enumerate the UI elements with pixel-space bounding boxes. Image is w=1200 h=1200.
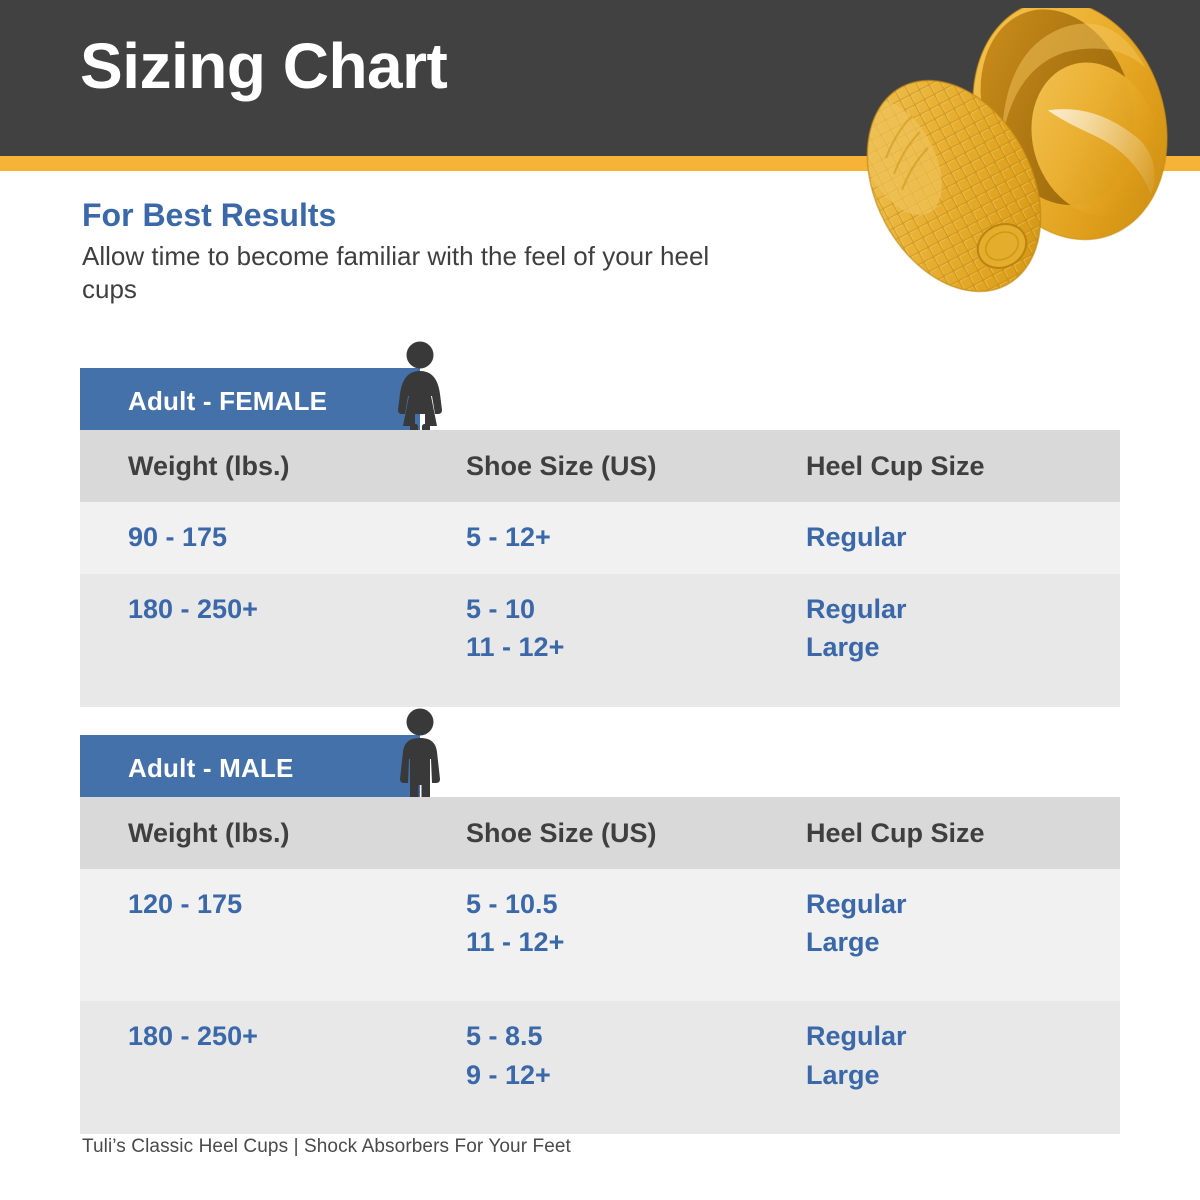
cell-shoe-size: 5 - 10 11 - 12+: [418, 574, 758, 707]
cell-shoe-size: 5 - 12+: [418, 501, 758, 575]
column-header-shoe-size: Shoe Size (US): [418, 797, 758, 869]
table-row: 180 - 250+ 5 - 10 11 - 12+ Regular Large: [80, 574, 1120, 707]
cell-line: 9 - 12+: [466, 1059, 551, 1090]
cell-line: 11 - 12+: [466, 927, 565, 958]
cell-line: 120 - 175: [128, 888, 243, 919]
cell-heel-cup-size: Regular Large: [758, 1001, 1120, 1134]
cell-weight: 90 - 175: [80, 501, 418, 575]
header-accent-stripe: [0, 156, 1200, 171]
column-header-heel-cup-size: Heel Cup Size: [758, 797, 1120, 869]
table-row: 120 - 175 5 - 10.5 11 - 12+ Regular Larg…: [80, 868, 1120, 1002]
cell-weight: 180 - 250+: [80, 1001, 418, 1134]
cell-line: Regular: [806, 1021, 907, 1052]
table-row: 90 - 175 5 - 12+ Regular: [80, 501, 1120, 575]
female-figure-icon: [388, 340, 452, 444]
cell-heel-cup-size: Regular Large: [758, 574, 1120, 707]
cell-line: 5 - 10.5: [466, 888, 558, 919]
table-row: 180 - 250+ 5 - 8.5 9 - 12+ Regular Large: [80, 1001, 1120, 1134]
column-header-weight: Weight (lbs.): [80, 430, 418, 502]
cell-line: Large: [806, 927, 880, 958]
cell-line: Regular: [806, 888, 907, 919]
cell-heel-cup-size: Regular Large: [758, 868, 1120, 1002]
column-header-weight: Weight (lbs.): [80, 797, 418, 869]
male-size-table: Weight (lbs.) Shoe Size (US) Heel Cup Si…: [80, 797, 1120, 1134]
intro-block: For Best Results Allow time to become fa…: [82, 197, 722, 306]
footer-note: Tuli’s Classic Heel Cups | Shock Absorbe…: [82, 1136, 571, 1157]
cell-line: 5 - 12+: [466, 521, 551, 552]
male-banner-label: Adult - MALE: [128, 753, 294, 783]
female-banner: [80, 368, 420, 430]
cell-heel-cup-size: Regular: [758, 501, 1120, 575]
cell-line: 90 - 175: [128, 521, 228, 552]
cell-line: 5 - 8.5: [466, 1021, 543, 1052]
table-header-row: Weight (lbs.) Shoe Size (US) Heel Cup Si…: [80, 430, 1120, 502]
cell-line: Regular: [806, 594, 907, 625]
cell-line: Large: [806, 1059, 880, 1090]
cell-line: 11 - 12+: [466, 632, 565, 663]
cell-line: Large: [806, 632, 880, 663]
cell-line: 5 - 10: [466, 594, 536, 625]
cell-shoe-size: 5 - 8.5 9 - 12+: [418, 1001, 758, 1134]
male-banner: [80, 735, 420, 797]
page-title: Sizing Chart: [80, 30, 448, 102]
female-banner-label: Adult - FEMALE: [128, 386, 328, 416]
intro-body: Allow time to become familiar with the f…: [82, 240, 710, 305]
cell-shoe-size: 5 - 10.5 11 - 12+: [418, 868, 758, 1002]
cell-line: 180 - 250+: [128, 594, 258, 625]
column-header-shoe-size: Shoe Size (US): [418, 430, 758, 502]
cell-weight: 180 - 250+: [80, 574, 418, 707]
intro-heading: For Best Results: [82, 197, 337, 233]
cell-line: Regular: [806, 521, 907, 552]
female-size-table: Weight (lbs.) Shoe Size (US) Heel Cup Si…: [80, 430, 1120, 707]
male-figure-icon: [388, 707, 452, 811]
cell-line: 180 - 250+: [128, 1021, 258, 1052]
column-header-heel-cup-size: Heel Cup Size: [758, 430, 1120, 502]
table-header-row: Weight (lbs.) Shoe Size (US) Heel Cup Si…: [80, 797, 1120, 869]
cell-weight: 120 - 175: [80, 868, 418, 1002]
